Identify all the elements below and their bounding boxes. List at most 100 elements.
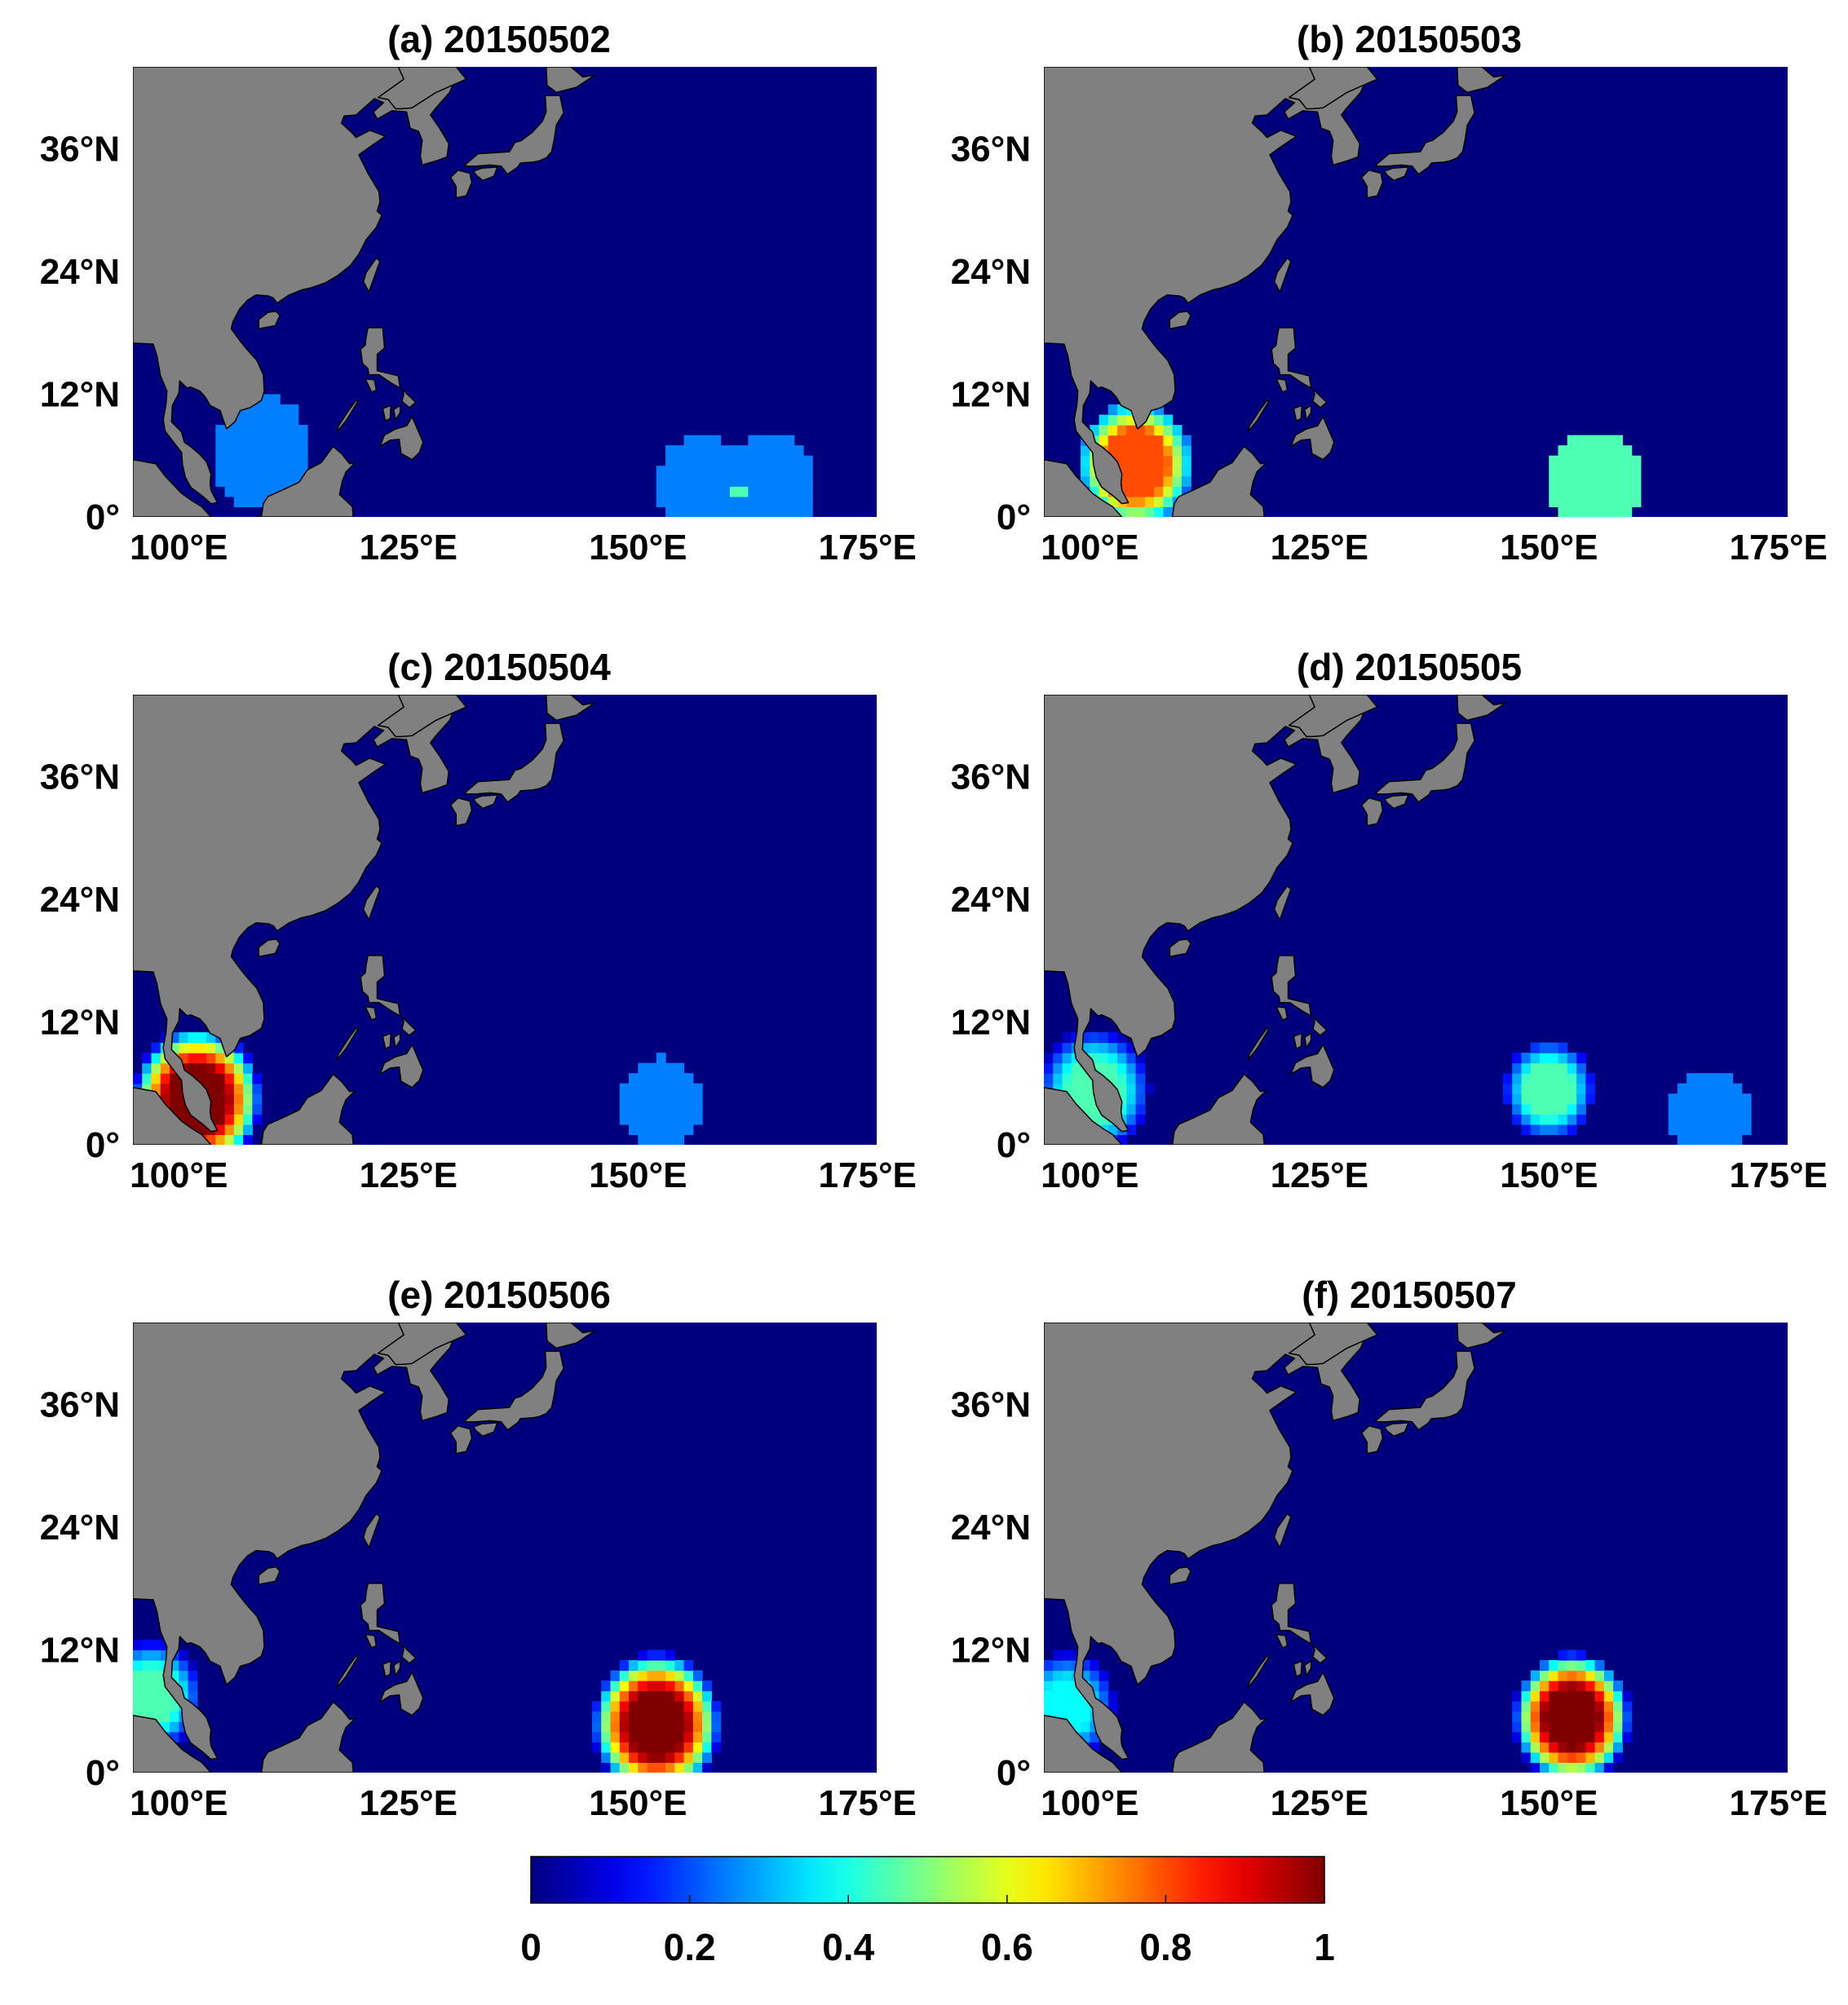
heatmap-cell [1117,1103,1127,1115]
land-mass [133,1086,212,1145]
heatmap-cell [1567,486,1577,497]
panel-title: (e) 20150506 [387,1274,611,1316]
heatmap-cell [802,455,813,466]
land-mass [133,1714,212,1773]
heatmap-cell [1549,1083,1559,1094]
heatmap-cell [702,506,712,517]
heatmap-cell [1622,466,1633,477]
x-tick-label: 175°E [1730,1155,1828,1195]
heatmap-cell [1732,1083,1743,1094]
heatmap-cell [1530,1762,1541,1773]
heatmap-cell [711,1731,722,1742]
heatmap-cell [683,1114,694,1125]
heatmap-cell [610,1751,621,1764]
heatmap-cell [683,1073,694,1084]
heatmap-cell [1677,1124,1687,1136]
heatmap-cell [647,1670,657,1681]
heatmap-cell [1512,1083,1523,1094]
heatmap-cell [1576,1711,1586,1722]
heatmap-cell [1540,1062,1550,1074]
heatmap-cell [1687,1124,1697,1136]
heatmap-cell [711,1711,722,1722]
land-mass [360,327,401,389]
heatmap-cell [674,1680,685,1692]
y-tick-label: 24°N [951,1508,1031,1548]
heatmap-cell [1053,1053,1063,1064]
heatmap-cell [674,1114,685,1125]
land-layer [1044,67,1507,517]
heatmap-cell [647,1721,657,1733]
x-tick-label: 150°E [1500,1155,1598,1195]
heatmap-cell [1099,435,1109,446]
heatmap-cell [1126,1103,1137,1115]
heatmap-cell [252,425,263,436]
y-tick-label: 0° [997,497,1031,537]
x-tick-label: 125°E [360,1155,458,1195]
heatmap-cell [252,1093,263,1105]
heatmap-cell [656,1134,666,1145]
heatmap-cell [142,1711,153,1722]
heatmap-cell [1530,1742,1541,1753]
land-mass [1456,695,1507,722]
heatmap-cell [1521,1721,1532,1733]
heatmap-cell [1135,1053,1146,1064]
heatmap-cell [179,1103,189,1115]
land-mass [379,416,424,461]
y-tick-label: 24°N [40,252,120,292]
heatmap-cell [785,466,795,477]
land-mass [545,67,596,94]
heatmap-cell [1576,1721,1586,1733]
heatmap-cell [739,466,749,477]
heatmap-cell [1622,506,1633,517]
heatmap-cell [243,475,253,487]
heatmap-cell [1117,435,1127,446]
heatmap-cell [233,425,244,436]
x-tick-label: 100°E [1041,1783,1138,1823]
heatmap-cell [1585,1073,1596,1084]
heatmap-cell [1558,1042,1568,1053]
y-tick-label: 24°N [40,880,120,920]
heatmap-cell [629,1721,639,1733]
heatmap-cell [748,486,758,497]
heatmap-cell [252,466,263,477]
heatmap-cell [1576,1731,1586,1742]
heatmap-cell [1181,486,1191,497]
heatmap-cell [1585,445,1596,457]
heatmap-cell [224,1053,235,1064]
land-mass [1374,95,1475,175]
heatmap-cell [591,1742,602,1753]
heatmap-cell [776,466,786,477]
heatmap-cell [1090,1042,1100,1053]
heatmap-cell [665,1073,675,1084]
heatmap-cell [665,1751,675,1764]
heatmap-cell [638,1742,648,1753]
heatmap-cell [1613,1680,1623,1692]
heatmap-cell [1521,1114,1532,1125]
heatmap-cell [1549,1731,1559,1742]
heatmap-cell [1081,1731,1090,1742]
land-mass [1171,1073,1267,1145]
heatmap-cell [1585,1711,1596,1722]
heatmap-cell [270,425,281,436]
heatmap-cell [151,1690,161,1702]
heatmap-cell [665,1134,675,1145]
land-mass [377,1323,467,1366]
heatmap-cell [674,466,685,477]
land-mass [365,1633,378,1649]
heatmap-cell [252,486,263,497]
heatmap-cell [142,1073,153,1084]
heatmap-cell [133,1073,143,1084]
heatmap-cell [1622,475,1633,487]
heatmap-cell [1081,1701,1090,1712]
heatmap-cell [674,1711,685,1722]
heatmap-cell [1622,1701,1633,1712]
heatmap-cell [702,1731,712,1742]
heatmap-cell [638,1093,648,1105]
heatmap-cell [1677,1093,1687,1105]
heatmap-cell [656,475,666,487]
heatmap-cell [1613,1721,1623,1733]
heatmap-cell [188,1062,198,1074]
heatmap-cell [151,1083,161,1094]
heatmap-cell [1135,435,1146,446]
land-mass [1275,1633,1289,1649]
